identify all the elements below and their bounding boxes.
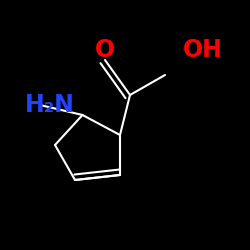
Text: O: O: [95, 38, 115, 62]
Text: OH: OH: [182, 38, 222, 62]
Text: H₂N: H₂N: [25, 93, 75, 117]
